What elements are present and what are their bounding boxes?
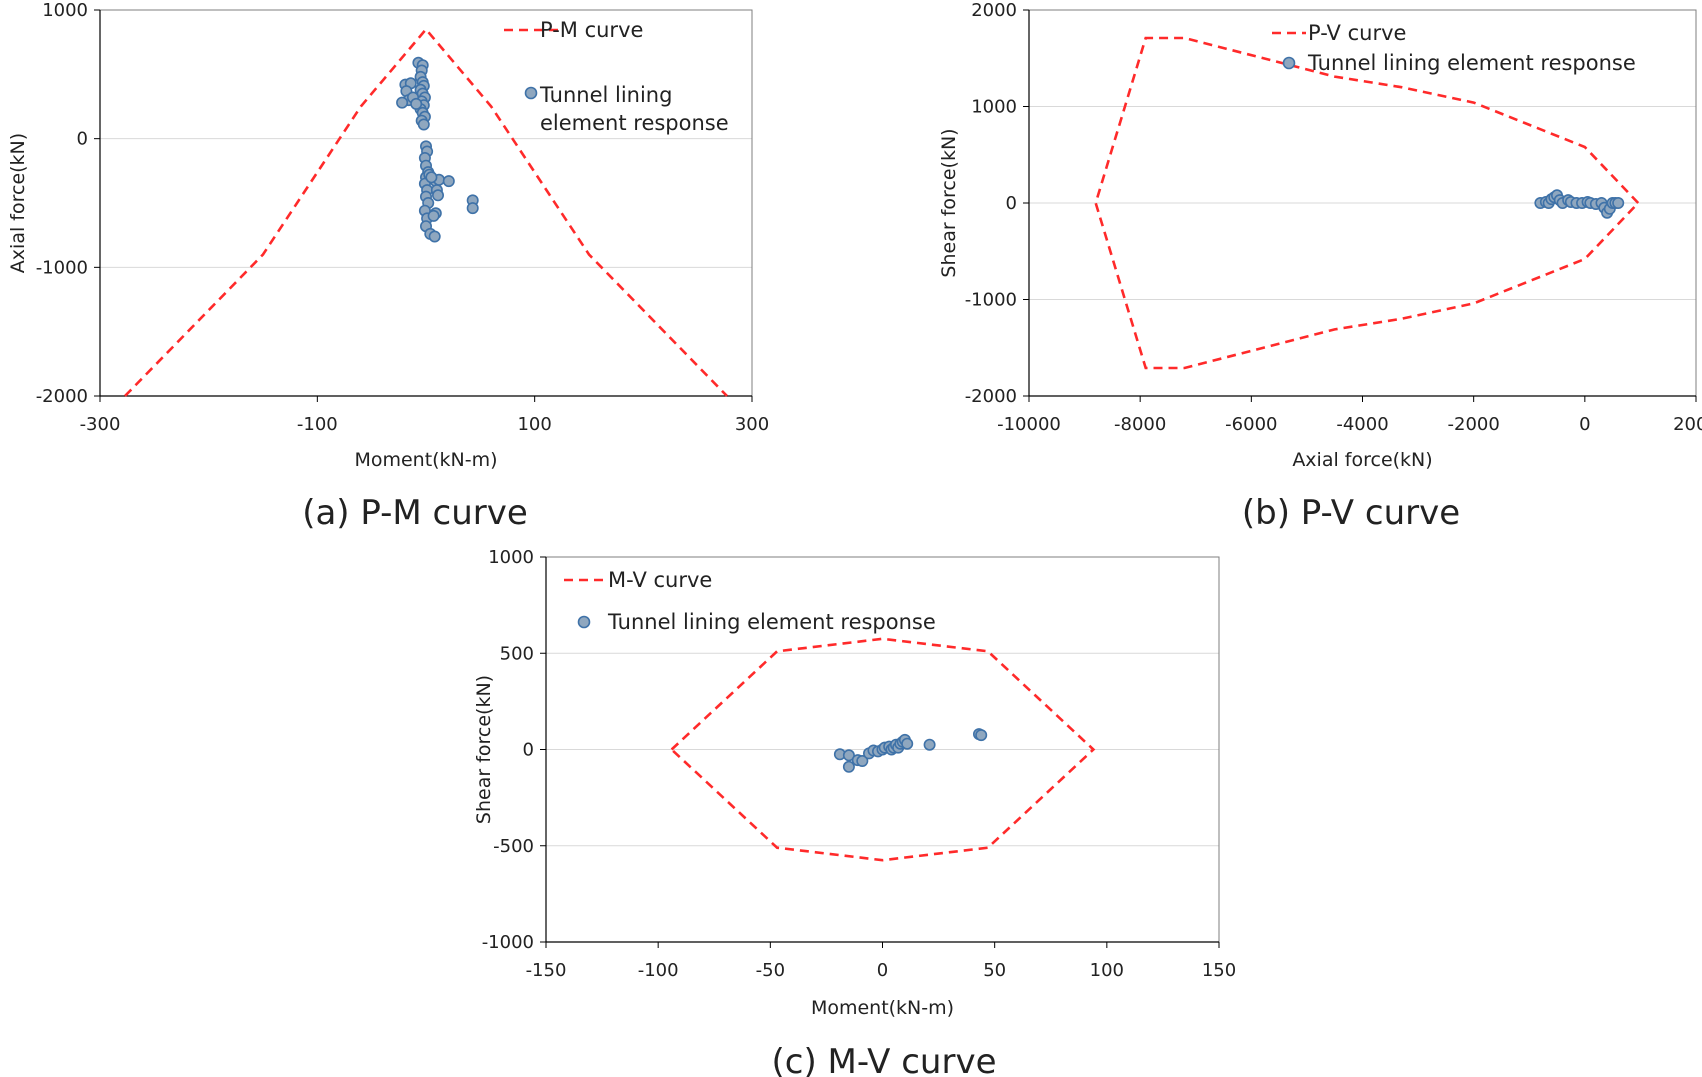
chart-mv: -150 -100 -50 0 50 100 150-1000-50005001000Mom… xyxy=(473,547,1236,1077)
x-tick-label: -10000 xyxy=(997,414,1061,435)
response-point xyxy=(1612,197,1625,210)
legend-response-swatch xyxy=(577,615,591,629)
response-point xyxy=(431,189,444,202)
legend-response-label: Tunnel lining element response xyxy=(1307,51,1636,75)
x-tick-label: -300 xyxy=(80,414,121,435)
x-tick-label: -150 xyxy=(526,960,567,981)
response-point xyxy=(425,171,438,184)
chart-pv: -10000-8000-6000-4000-200002000-2000-100… xyxy=(938,0,1702,533)
y-tick-label: 1000 xyxy=(42,0,88,21)
response-point xyxy=(410,97,423,110)
x-tick-label: -8000 xyxy=(1114,414,1166,435)
response-point xyxy=(842,760,855,773)
y-tick-label: -1000 xyxy=(482,932,534,953)
x-tick-label: -2000 xyxy=(1448,414,1500,435)
x-tick-label: -50 xyxy=(756,960,785,981)
response-point xyxy=(417,118,430,131)
curve-line xyxy=(670,637,1096,862)
x-tick-label: 50 xyxy=(983,960,1006,981)
x-tick-label: 0 xyxy=(877,960,888,981)
y-tick-label: -2000 xyxy=(36,386,88,407)
y-tick-label: -1000 xyxy=(965,290,1017,311)
legend-curve-label: P-M curve xyxy=(540,18,643,42)
x-tick-label: -100 xyxy=(638,960,679,981)
y-tick-label: 0 xyxy=(1006,193,1017,214)
legend-curve-label: M-V curve xyxy=(608,568,712,592)
response-point xyxy=(842,749,855,762)
response-point xyxy=(466,202,479,215)
response-point xyxy=(901,737,914,750)
x-axis-label: Moment(kN-m) xyxy=(811,997,954,1019)
x-axis-label: Moment(kN-m) xyxy=(354,449,497,471)
x-tick-label: -100 xyxy=(297,414,338,435)
y-axis-label: Shear force(kN) xyxy=(473,675,495,824)
y-tick-label: 500 xyxy=(500,643,534,664)
response-point xyxy=(428,230,441,243)
response-point xyxy=(856,754,869,767)
legend-response-label: Tunnel lining element response xyxy=(607,610,936,634)
curve-line xyxy=(124,27,728,397)
y-tick-label: 2000 xyxy=(971,0,1017,21)
legend-curve-label: P-V curve xyxy=(1308,21,1406,45)
response-point xyxy=(975,729,988,742)
x-axis-label: Axial force(kN) xyxy=(1292,449,1432,471)
chart-caption: (a) P-M curve xyxy=(302,493,528,533)
x-tick-label: -4000 xyxy=(1336,414,1388,435)
chart-caption: (b) P-V curve xyxy=(1242,493,1460,533)
x-tick-label: 300 xyxy=(735,414,769,435)
curve-line xyxy=(1094,36,1640,370)
y-tick-label: 1000 xyxy=(971,97,1017,118)
x-tick-label: 0 xyxy=(1579,414,1590,435)
y-tick-label: -2000 xyxy=(965,386,1017,407)
y-axis-label: Axial force(kN) xyxy=(7,133,29,273)
x-tick-label: 100 xyxy=(1090,960,1124,981)
legend-response-swatch xyxy=(1282,56,1296,70)
chart-caption: (c) M-V curve xyxy=(772,1042,997,1077)
x-tick-label: 2000 xyxy=(1673,414,1702,435)
y-tick-label: -1000 xyxy=(36,257,88,278)
response-point xyxy=(427,209,440,222)
response-point xyxy=(442,175,455,188)
legend-response-swatch xyxy=(524,86,538,100)
y-axis-label: Shear force(kN) xyxy=(938,128,960,277)
x-tick-label: -6000 xyxy=(1225,414,1277,435)
response-point xyxy=(923,738,936,751)
response-point xyxy=(396,96,409,109)
chart-pm: -300 -100 100 300 -2000 -1000 0 1000 Moment(kN-m… xyxy=(7,0,769,533)
y-tick-label: -500 xyxy=(493,836,534,857)
y-tick-label: 1000 xyxy=(488,547,534,568)
x-tick-label: 100 xyxy=(517,414,551,435)
legend-response-label: Tunnel lining element response xyxy=(539,83,729,135)
x-tick-label: 150 xyxy=(1202,960,1236,981)
y-tick-label: 0 xyxy=(77,129,88,150)
y-tick-label: 0 xyxy=(523,740,534,761)
